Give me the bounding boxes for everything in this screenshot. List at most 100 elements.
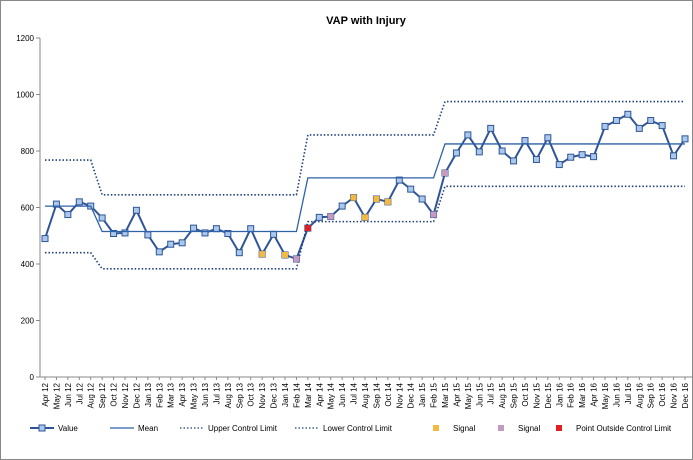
- x-tick-label: Jul 15: [487, 382, 496, 404]
- x-tick-label: Jan 13: [144, 382, 153, 407]
- x-tick-label: Mar 14: [304, 382, 313, 407]
- data-point: [201, 229, 209, 237]
- x-tick-label: Oct 16: [658, 382, 667, 406]
- x-tick-label: Sep 16: [647, 382, 656, 408]
- x-tick-label: Sep 14: [372, 382, 381, 408]
- data-point: [670, 152, 678, 160]
- y-tick-label: 200: [21, 317, 35, 326]
- x-tick-label: Oct 13: [247, 382, 256, 406]
- data-point: [178, 239, 186, 247]
- data-point: [167, 240, 175, 248]
- x-tick-label: Jun 15: [475, 382, 484, 407]
- x-tick-label: Feb 15: [430, 382, 439, 407]
- chart-title: VAP with Injury: [326, 15, 407, 27]
- x-tick-label: Jan 14: [281, 382, 290, 407]
- data-point: [235, 249, 243, 257]
- data-point: [121, 229, 129, 237]
- x-tick-label: Dec 14: [407, 382, 416, 408]
- x-tick-label: Aug 15: [498, 382, 507, 408]
- data-point: [567, 153, 575, 161]
- x-tick-label: Apr 16: [590, 382, 599, 406]
- data-point: [452, 149, 460, 157]
- data-point: [338, 202, 346, 210]
- x-tick-label: Nov 14: [395, 382, 404, 408]
- data-point: [247, 225, 255, 233]
- legend-swatch: [433, 425, 439, 431]
- data-point: [190, 224, 198, 232]
- data-point: [498, 147, 506, 155]
- x-tick-label: Oct 14: [384, 382, 393, 406]
- data-point: [635, 124, 643, 132]
- data-point: [658, 122, 666, 130]
- x-tick-label: Feb 13: [155, 382, 164, 407]
- x-tick-label: Feb 14: [292, 382, 301, 407]
- x-tick-label: Apr 15: [452, 382, 461, 406]
- x-tick-label: Mar 13: [167, 382, 176, 407]
- data-point: [487, 124, 495, 132]
- data-point: [132, 206, 140, 214]
- x-tick-label: Dec 15: [544, 382, 553, 408]
- x-tick-label: Apr 12: [41, 382, 50, 406]
- legend-swatch: [38, 424, 46, 432]
- data-point: [52, 200, 60, 208]
- x-tick-label: Sep 13: [235, 382, 244, 408]
- data-point: [144, 231, 152, 239]
- series-line: [45, 143, 685, 233]
- x-tick-label: Dec 13: [270, 382, 279, 408]
- data-point: [327, 213, 334, 220]
- data-point: [521, 137, 529, 145]
- y-tick-label: 1200: [16, 34, 34, 43]
- x-tick-label: Aug 14: [361, 382, 370, 408]
- data-point: [418, 195, 426, 203]
- x-tick-label: Jun 12: [64, 382, 73, 407]
- x-tick-label: Jul 12: [75, 382, 84, 404]
- x-tick-label: Dec 12: [132, 382, 141, 408]
- x-tick-label: May 15: [464, 382, 473, 409]
- x-tick-label: Apr 14: [315, 382, 324, 406]
- data-point: [282, 251, 288, 258]
- data-point: [259, 251, 266, 258]
- data-point: [293, 255, 300, 262]
- data-point: [270, 230, 278, 238]
- data-point: [41, 235, 49, 243]
- y-tick-label: 600: [21, 204, 35, 213]
- data-point: [373, 196, 380, 203]
- data-point: [350, 194, 357, 201]
- legend-swatch: [556, 425, 562, 431]
- x-tick-label: Sep 15: [510, 382, 519, 408]
- x-tick-label: May 12: [52, 382, 61, 409]
- x-tick-label: Jan 15: [418, 382, 427, 407]
- x-tick-label: Jun 13: [201, 382, 210, 407]
- series-line: [45, 185, 685, 270]
- data-point: [442, 170, 448, 177]
- x-tick-label: Nov 12: [121, 382, 130, 408]
- data-point: [75, 198, 83, 206]
- legend-label: Mean: [138, 424, 158, 433]
- x-tick-label: Dec 16: [681, 382, 690, 408]
- x-tick-label: Jan 16: [555, 382, 564, 407]
- legend-label: Upper Control Limit: [208, 424, 278, 433]
- x-tick-label: Aug 16: [635, 382, 644, 408]
- x-tick-label: Nov 15: [532, 382, 541, 408]
- data-point: [612, 116, 620, 124]
- x-tick-label: May 13: [190, 382, 199, 409]
- legend-swatch: [498, 425, 504, 431]
- x-tick-label: Sep 12: [98, 382, 107, 408]
- data-point: [681, 135, 689, 143]
- x-tick-label: Nov 13: [258, 382, 267, 408]
- x-tick-label: Jun 16: [612, 382, 621, 407]
- data-point: [601, 122, 609, 130]
- data-point: [647, 116, 655, 124]
- legend-label: Signal: [518, 424, 540, 433]
- data-point: [395, 176, 403, 184]
- x-tick-label: Jul 16: [624, 382, 633, 404]
- y-tick-label: 0: [30, 373, 35, 382]
- data-point: [407, 185, 415, 193]
- data-point: [510, 157, 518, 165]
- y-tick-label: 800: [21, 147, 35, 156]
- data-point: [624, 110, 632, 118]
- x-tick-label: Aug 13: [224, 382, 233, 408]
- legend-label: Signal: [453, 424, 475, 433]
- data-point: [212, 225, 220, 233]
- x-tick-label: May 16: [601, 382, 610, 409]
